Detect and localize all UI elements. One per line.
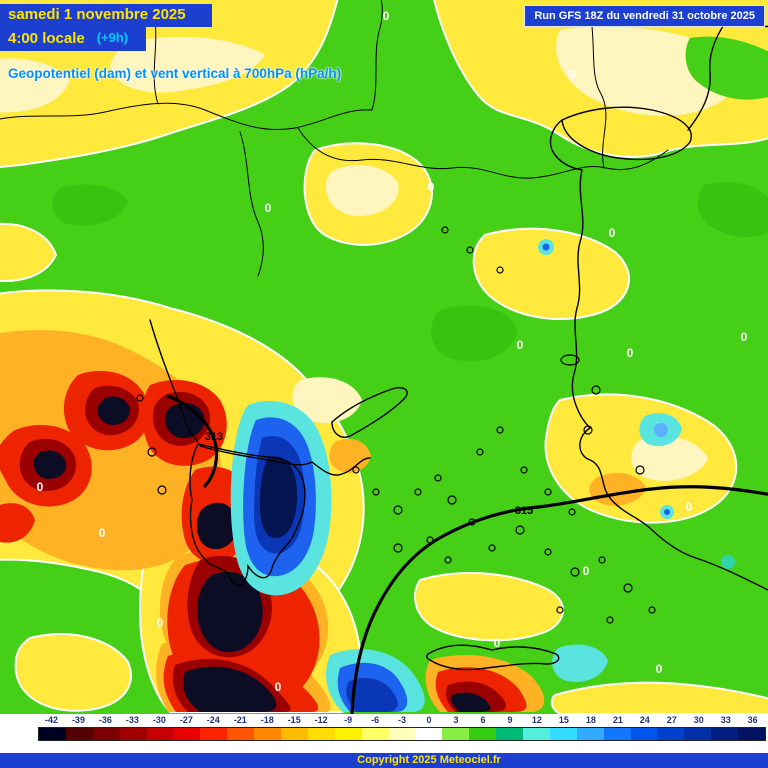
colorbar-tick-label: 12 <box>531 715 542 725</box>
colorbar-tick-label: -39 <box>71 715 85 725</box>
colorbar-tick-label: 0 <box>426 715 432 725</box>
map-parameter-title: Geopotentiel (dam) et vent vertical à 70… <box>8 66 342 81</box>
copyright-text: Copyright 2025 Meteociel.fr <box>357 754 501 766</box>
colorbar-segment <box>442 728 470 740</box>
colorbar-segment <box>92 728 120 740</box>
colorbar-segment <box>173 728 201 740</box>
colorbar-tick-label: 9 <box>507 715 513 725</box>
colorbar-segment <box>415 728 443 740</box>
colorbar-segment <box>200 728 228 740</box>
colorbar-tick-label: 36 <box>747 715 758 725</box>
colorbar-segments <box>38 727 766 741</box>
colorbar-segment <box>65 728 93 740</box>
colorbar-segment <box>469 728 497 740</box>
colorbar-tick-label: 6 <box>480 715 486 725</box>
coastlines <box>136 15 768 671</box>
colorbar-segment <box>630 728 658 740</box>
colorbar-tick-label: -36 <box>98 715 112 725</box>
colorbar-tick-label: -21 <box>233 715 247 725</box>
colorbar-segment <box>388 728 416 740</box>
forecast-local-time: 4:00 locale <box>8 30 85 47</box>
geopotential-contours <box>166 394 768 714</box>
colorbar-tick-label: -9 <box>344 715 353 725</box>
colorbar-segment <box>227 728 255 740</box>
legend-area: -42 -39 -36 -33 -30 -27 -24 -21 -18 -15 -12 -9 -6 -3 0… <box>0 714 768 768</box>
forecast-date-text: samedi 1 novembre 2025 <box>8 6 186 23</box>
colorbar-tick-label: -15 <box>287 715 301 725</box>
colorbar-ticks: -42 -39 -36 -33 -30 -27 -24 -21 -18 -15 -12 -9 -6 -3 0… <box>38 715 766 726</box>
colorbar-tick-label: 21 <box>612 715 623 725</box>
colorbar-segment <box>119 728 147 740</box>
colorbar-tick-label: 18 <box>585 715 596 725</box>
colorbar-segment <box>334 728 362 740</box>
weather-map <box>0 0 768 714</box>
colorbar-segment <box>146 728 174 740</box>
colorbar-tick-label: -6 <box>371 715 380 725</box>
colorbar-tick-label: -12 <box>314 715 328 725</box>
colorbar-segment <box>657 728 685 740</box>
colorbar-segment <box>523 728 550 740</box>
colorbar-segment <box>281 728 308 740</box>
colorbar-tick-label: 33 <box>720 715 731 725</box>
colorbar-tick-label: -3 <box>398 715 407 725</box>
colorbar-tick-label: 27 <box>666 715 677 725</box>
colorbar-tick-label: 3 <box>453 715 459 725</box>
colorbar-segment <box>361 728 389 740</box>
colorbar-segment <box>576 728 604 740</box>
forecast-date: samedi 1 novembre 2025 <box>0 4 212 27</box>
model-run-info: Run GFS 18Z du vendredi 31 octobre 2025 <box>524 5 765 27</box>
colorbar-tick-label: -42 <box>44 715 58 725</box>
colorbar-tick-label: 15 <box>558 715 569 725</box>
colorbar-segment <box>684 728 712 740</box>
colorbar-segment <box>39 728 66 740</box>
colorbar-tick-label: 30 <box>693 715 704 725</box>
green-texture-zones <box>52 182 768 362</box>
colorbar-segment <box>549 728 577 740</box>
colorbar-segment <box>307 728 335 740</box>
colorbar-segment <box>603 728 631 740</box>
colorbar-tick-label: -30 <box>152 715 166 725</box>
forecast-hour-offset: (+9h) <box>96 30 129 45</box>
positive-vertical-velocity-zones <box>230 239 735 712</box>
forecast-time: 4:00 locale (+9h) <box>0 27 147 51</box>
colorbar-tick-label: -33 <box>125 715 139 725</box>
map-area: 0 0 0 0 0 0 0 0 0 0 0 0 0 0 0 0 313 315 samedi 1 novembre… <box>0 0 768 714</box>
copyright-bar: Copyright 2025 Meteociel.fr <box>0 753 768 768</box>
colorbar-segment <box>496 728 524 740</box>
colorbar-tick-label: -24 <box>206 715 220 725</box>
colorbar-tick-label: -27 <box>179 715 193 725</box>
colorbar-segment <box>738 728 766 740</box>
colorbar-segment <box>711 728 739 740</box>
negative-vertical-velocity-zones <box>0 0 768 714</box>
aegean-islands <box>136 226 656 624</box>
colorbar-tick-label: -18 <box>260 715 274 725</box>
colorbar-segment <box>254 728 282 740</box>
colorbar-tick-label: 24 <box>639 715 650 725</box>
